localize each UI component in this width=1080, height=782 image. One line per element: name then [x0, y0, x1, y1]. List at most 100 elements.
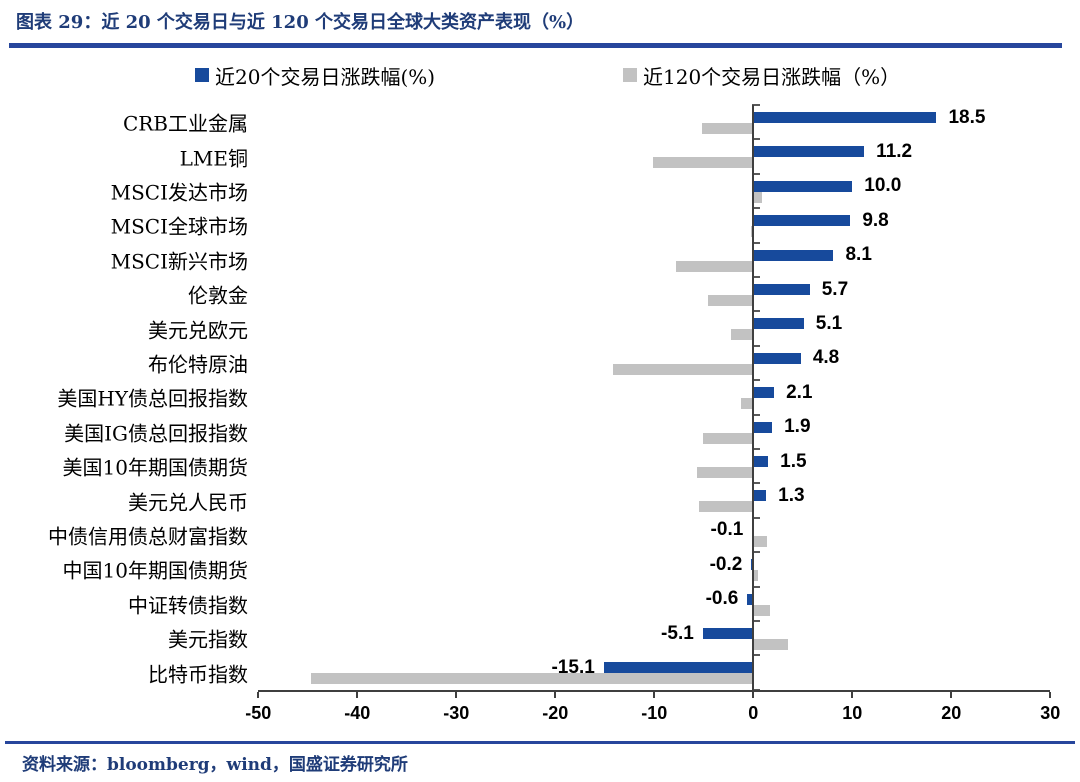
bar-120d: [612, 363, 754, 375]
category-label: 美国10年期国债期货: [62, 455, 248, 480]
x-axis-line: [258, 689, 1051, 692]
x-axis-tick-label: 30: [1040, 702, 1061, 723]
x-axis-tick-label: -20: [542, 702, 569, 723]
x-axis-tick-label: 20: [941, 702, 962, 723]
bar-20d: [753, 215, 851, 227]
category-axis-tick: [751, 276, 760, 278]
category-axis-tick: [751, 138, 760, 141]
category-axis-tick: [751, 482, 760, 485]
category-axis-tick: [751, 379, 760, 382]
legend-swatch-gray: [623, 68, 637, 82]
category-axis-tick: [751, 344, 760, 347]
category-axis-tick: [751, 551, 760, 554]
category-label: MSCI全球市场: [110, 214, 248, 239]
bar-120d: [753, 639, 788, 650]
bar-120d: [310, 673, 754, 685]
category-axis-tick: [751, 413, 760, 416]
x-axis-tick-label: 10: [842, 702, 863, 723]
zero-axis-line: [752, 105, 755, 690]
bar-120d: [753, 570, 759, 582]
bar-20d: [603, 662, 754, 674]
x-axis-tick: [257, 691, 260, 698]
legend-item-120d: 近120个交易日涨跌幅（%）: [623, 62, 901, 89]
value-label: 9.8: [862, 209, 889, 231]
category-axis-tick: [751, 172, 760, 175]
category-label: LME铜: [179, 146, 248, 171]
bar-20d: [753, 249, 834, 261]
x-axis-tick: [752, 691, 755, 698]
legend-label-20d: 近20个交易日涨跌幅(%): [215, 64, 436, 89]
bar-120d: [753, 191, 763, 203]
x-axis-tick-label: -30: [443, 702, 470, 723]
bar-20d: [753, 180, 853, 192]
x-axis-tick: [356, 691, 359, 698]
bar-120d: [676, 260, 754, 272]
x-axis-tick: [1049, 691, 1052, 698]
value-label: 2.1: [786, 381, 813, 403]
legend-item-20d: 近20个交易日涨跌幅(%): [195, 62, 436, 89]
category-label: 美国HY债总回报指数: [57, 386, 248, 411]
x-axis-tick-label: -40: [344, 702, 371, 723]
chart-title: 图表 29：近 20 个交易日与近 120 个交易日全球大类资产表现（%）: [16, 12, 585, 33]
x-axis-tick-label: 0: [748, 702, 759, 723]
value-label: 8.1: [845, 244, 872, 266]
category-axis-tick: [751, 104, 760, 106]
category-label: CRB工业金属: [122, 111, 248, 136]
category-axis-tick: [751, 448, 760, 450]
x-axis-tick-label: -10: [641, 702, 668, 723]
x-axis-tick: [851, 691, 854, 698]
category-label: 比特币指数: [148, 662, 248, 687]
value-label: -0.2: [709, 553, 743, 575]
bar-20d: [753, 284, 810, 295]
bar-120d: [702, 432, 754, 444]
value-label: -0.6: [705, 588, 739, 610]
title-divider: [9, 43, 1062, 48]
value-label: 11.2: [876, 140, 913, 162]
x-axis-tick-label: -50: [245, 702, 272, 723]
bar-120d: [698, 501, 754, 513]
category-label: MSCI发达市场: [110, 180, 248, 205]
value-label: 18.5: [948, 106, 986, 128]
category-axis-tick: [751, 310, 760, 313]
bar-20d: [753, 490, 767, 502]
bar-20d: [747, 593, 754, 605]
bar-20d: [753, 456, 769, 467]
x-axis-tick: [455, 691, 458, 698]
category-label: MSCI新兴市场: [110, 249, 248, 274]
bar-120d: [696, 467, 754, 478]
value-label: 1.3: [778, 484, 805, 506]
category-label: 中国10年期国债期货: [62, 558, 248, 583]
category-axis-tick: [751, 207, 760, 210]
bar-20d: [753, 146, 865, 158]
source-note: 资料来源：bloomberg，wind，国盛证券研究所: [22, 755, 408, 775]
category-axis-tick: [751, 620, 760, 622]
category-label: 中证转债指数: [128, 593, 248, 618]
value-label: 4.8: [812, 347, 840, 369]
value-label: 10.0: [864, 175, 902, 197]
value-label: 5.7: [821, 278, 849, 300]
category-axis-tick: [751, 516, 760, 519]
bar-20d: [753, 421, 773, 433]
legend-label-120d: 近120个交易日涨跌幅（%）: [643, 64, 901, 89]
x-axis-tick: [950, 691, 953, 698]
bar-120d: [701, 123, 754, 134]
bar-120d: [653, 157, 754, 169]
value-label: -5.1: [661, 622, 694, 644]
category-axis-tick: [751, 654, 760, 657]
x-axis-tick: [653, 691, 656, 698]
value-label: -0.1: [710, 519, 744, 541]
x-axis-tick: [554, 691, 557, 698]
category-label: 布伦特原油: [148, 352, 248, 377]
value-label: 5.1: [815, 312, 843, 334]
bar-120d: [753, 604, 771, 616]
value-label: 1.5: [780, 450, 807, 472]
category-axis-tick: [751, 585, 760, 588]
bar-120d: [730, 329, 754, 341]
bar-20d: [753, 318, 804, 330]
footer-divider: [5, 741, 1075, 744]
category-label: 美元兑人民币: [128, 490, 248, 515]
bar-20d: [753, 387, 775, 399]
bar-20d: [753, 352, 801, 364]
